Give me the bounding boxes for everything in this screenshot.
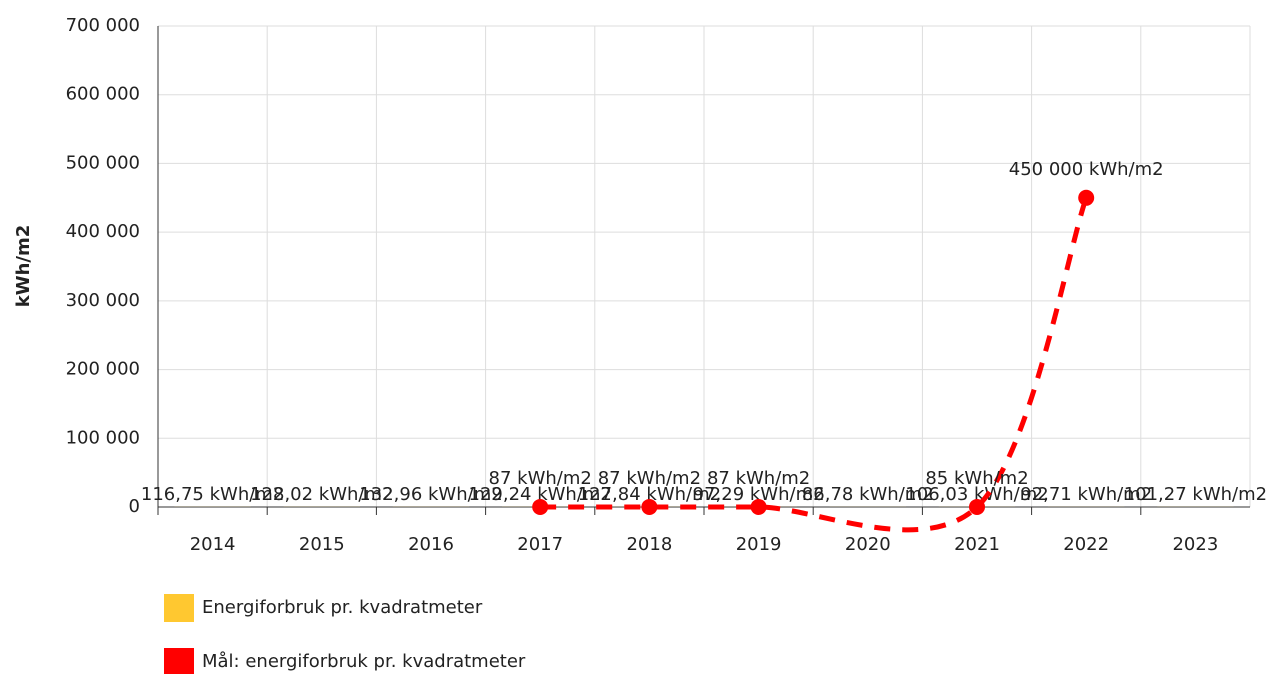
data-label: 97,29 kWh/m2 (693, 484, 825, 505)
x-tick-label: 2015 (299, 534, 345, 555)
y-tick-label: 100 000 (66, 427, 140, 448)
data-label: 116,75 kWh/m2 (141, 484, 284, 505)
data-label: 85 kWh/m2 (925, 468, 1028, 489)
y-tick-label: 500 000 (66, 152, 140, 173)
marker (969, 498, 985, 515)
data-label: 450 000 kWh/m2 (1009, 159, 1164, 180)
legend-swatch (164, 594, 194, 622)
data-label: 86,78 kWh/m2 (802, 484, 934, 505)
marker (532, 498, 549, 515)
data-label: 92,71 kWh/m2 (1020, 484, 1152, 505)
data-label: 128,02 kWh/m2 (250, 484, 393, 505)
target-line (540, 196, 1089, 533)
data-label: 87 kWh/m2 (598, 468, 701, 489)
y-tick-label: 600 000 (66, 84, 140, 105)
marker (641, 498, 658, 515)
data-label: 87 kWh/m2 (489, 468, 592, 489)
legend-swatch (164, 648, 194, 674)
data-label: 106,03 kWh/m2 (905, 484, 1048, 505)
y-tick-label: 300 000 (66, 290, 140, 311)
marker (1078, 189, 1095, 206)
data-label: 129,24 kWh/m2 (469, 484, 612, 505)
x-tick-label: 2021 (954, 534, 1000, 555)
y-tick-label: 700 000 (66, 15, 140, 36)
data-label: 101,27 kWh/m2 (1124, 484, 1267, 505)
x-tick-label: 2018 (626, 534, 672, 555)
y-tick-label: 400 000 (66, 221, 140, 242)
x-tick-label: 2016 (408, 534, 454, 555)
data-label: 127,84 kWh/m2 (578, 484, 721, 505)
y-tick-label: 0 (129, 496, 140, 517)
marker (750, 498, 767, 515)
legend-label: Mål: energiforbruk pr. kvadratmeter (202, 651, 526, 672)
x-tick-label: 2019 (736, 534, 782, 555)
x-tick-label: 2014 (190, 534, 236, 555)
x-tick-label: 2017 (517, 534, 563, 555)
x-tick-label: 2023 (1172, 534, 1218, 555)
data-label: 132,96 kWh/m2 (359, 484, 502, 505)
y-tick-label: 200 000 (66, 359, 140, 380)
x-tick-label: 2022 (1063, 534, 1109, 555)
legend-label: Energiforbruk pr. kvadratmeter (202, 597, 483, 618)
data-label: 87 kWh/m2 (707, 468, 810, 489)
y-axis-label: kWh/m2 (13, 225, 34, 308)
x-tick-label: 2020 (845, 534, 891, 555)
